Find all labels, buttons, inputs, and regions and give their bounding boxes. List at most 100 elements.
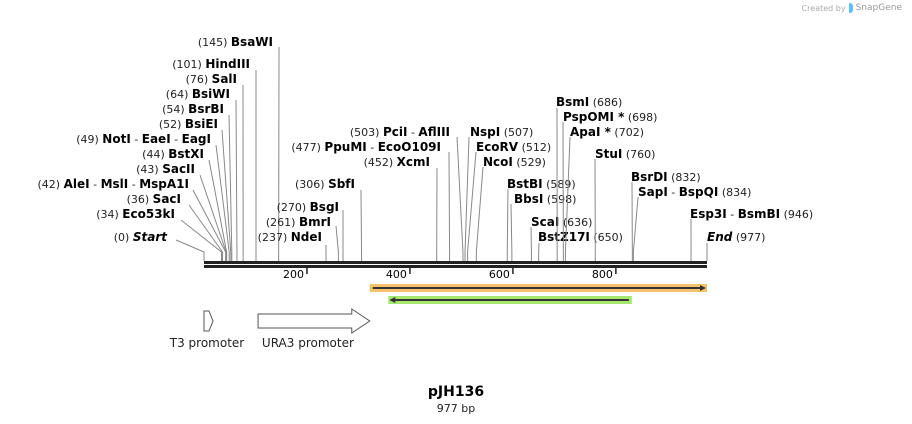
map-length: 977 bp [436, 402, 476, 415]
site-position: (452) [364, 156, 394, 169]
site-line-bsiei [221, 129, 232, 261]
ruler-label-800: 800 [592, 268, 613, 281]
site-position: (306) [295, 178, 325, 191]
site-label-sali[interactable]: (76) SalI [186, 72, 237, 86]
enzyme-name: Esp3I [690, 207, 727, 221]
enzyme-name: BspQI [679, 185, 719, 199]
site-label-noti[interactable]: (49) NotI - EaeI - EagI [76, 132, 211, 146]
site-label-bmri[interactable]: (261) BmrI [266, 215, 331, 229]
site-line-ecorv [467, 151, 477, 261]
site-position: (512) [522, 141, 552, 154]
site-label-xcmi[interactable]: (452) XcmI [364, 155, 430, 169]
site-label-stui[interactable]: StuI (760) [595, 147, 655, 161]
site-position: (49) [76, 133, 99, 146]
enzyme-name: BsrBI [188, 102, 224, 116]
enzyme-name: BstBI [507, 177, 543, 191]
site-position: (76) [186, 73, 209, 86]
site-line-eco53ki [180, 219, 223, 261]
enzyme-name: NcoI [483, 155, 513, 169]
site-position: (503) [350, 126, 380, 139]
site-position: (261) [266, 216, 296, 229]
site-line-apai [564, 136, 571, 261]
site-label-start[interactable]: (0) Start [114, 230, 168, 244]
site-position: (0) [114, 231, 130, 244]
site-position: (101) [172, 58, 202, 71]
site-position: (34) [96, 208, 119, 221]
site-label-bsgi[interactable]: (270) BsgI [277, 200, 339, 214]
site-label-ecorv[interactable]: EcoRV (512) [476, 140, 551, 154]
site-label-pcii[interactable]: (503) PciI - AflIII [350, 125, 450, 139]
promoter-label-2: T3 promoter [169, 336, 245, 350]
site-label-eco53ki[interactable]: (34) Eco53kI [96, 207, 175, 221]
enzyme-name: EcoRV [476, 140, 519, 154]
site-position: (589) [546, 178, 576, 191]
site-line-start [175, 239, 205, 261]
site-label-bsrbi[interactable]: (54) BsrBI [162, 102, 224, 116]
site-label-esp3i[interactable]: Esp3I - BsmBI (946) [690, 207, 813, 221]
site-label-apai[interactable]: ApaI * (702) [570, 125, 644, 139]
site-position: (43) [136, 163, 159, 176]
enzyme-name: BsaWI [231, 35, 273, 49]
enzyme-name: BsrDI [631, 170, 668, 184]
site-label-pspomi[interactable]: PspOMI * (698) [563, 110, 657, 124]
site-label-ndei[interactable]: (237) NdeI [258, 230, 322, 244]
promoter-arrow-2 [203, 310, 214, 332]
site-label-end[interactable]: End (977) [707, 230, 765, 244]
enzyme-name: AleI [64, 177, 90, 191]
site-line-ncoi [475, 166, 484, 261]
site-label-bsiei[interactable]: (52) BsiEI [159, 117, 218, 131]
site-label-sacii[interactable]: (43) SacII [136, 162, 195, 176]
site-label-bsmi[interactable]: BsmI (686) [556, 95, 622, 109]
site-label-bbsi[interactable]: BbsI (598) [514, 192, 576, 206]
enzyme-name: BsmI [556, 95, 589, 109]
site-position: (64) [166, 88, 189, 101]
site-position: (650) [593, 231, 623, 244]
enzyme-name: PpuMI [324, 140, 366, 154]
enzyme-name: End [707, 230, 733, 244]
site-label-ncoi[interactable]: NcoI (529) [483, 155, 546, 169]
enzyme-name: EaeI [142, 132, 171, 146]
promoter-arrow-3 [257, 308, 371, 334]
site-position: (598) [547, 193, 577, 206]
enzyme-name: Start [133, 230, 168, 244]
site-label-ppumi[interactable]: (477) PpuMI - EcoO109I [291, 140, 441, 154]
enzyme-name: BsiWI [192, 87, 230, 101]
enzyme-name: MspA1I [139, 177, 189, 191]
site-label-bsrdi[interactable]: BsrDI (832) [631, 170, 701, 184]
enzyme-name: PciI [383, 125, 408, 139]
site-label-scai[interactable]: ScaI (636) [531, 215, 592, 229]
site-line-sapi [632, 196, 639, 261]
site-label-saci[interactable]: (36) SacI [127, 192, 181, 206]
site-line-bstbi [506, 188, 509, 261]
site-label-bsawi[interactable]: (145) BsaWI [198, 35, 273, 49]
enzyme-name: NspI [470, 125, 500, 139]
enzyme-name: StuI [595, 147, 622, 161]
enzyme-name: MslI [101, 177, 129, 191]
credit-brand: SnapGene [855, 3, 902, 13]
site-position: (832) [671, 171, 701, 184]
site-label-alei[interactable]: (42) AleI - MslI - MspA1I [38, 177, 190, 191]
site-line-bstxi [208, 159, 228, 261]
enzyme-name: ApaI * [570, 125, 612, 139]
site-label-hindiii[interactable]: (101) HindIII [172, 57, 250, 71]
site-label-bsiwi[interactable]: (64) BsiWI [166, 87, 230, 101]
site-position: (36) [127, 193, 150, 206]
ruler-label-600: 600 [489, 268, 510, 281]
site-position: (477) [291, 141, 321, 154]
site-label-bstz17i[interactable]: BstZ17I (650) [538, 230, 623, 244]
enzyme-name: EcoO109I [378, 140, 441, 154]
enzyme-name: Eco53kI [122, 207, 175, 221]
site-position: (636) [563, 216, 593, 229]
site-label-bstbi[interactable]: BstBI (589) [507, 177, 576, 191]
site-label-sapi[interactable]: SapI - BspQI (834) [638, 185, 751, 199]
site-position: (702) [614, 126, 644, 139]
site-label-sbfi[interactable]: (306) SbfI [295, 177, 355, 191]
site-label-nspi[interactable]: NspI (507) [470, 125, 533, 139]
snapgene-credit: Created by SnapGene [802, 3, 902, 13]
ruler-label-400: 400 [386, 268, 407, 281]
site-label-bstxi[interactable]: (44) BstXI [142, 147, 204, 161]
site-line-nspi [464, 136, 470, 261]
site-position: (977) [736, 231, 766, 244]
orf-arrowhead-icon-0 [700, 285, 706, 291]
